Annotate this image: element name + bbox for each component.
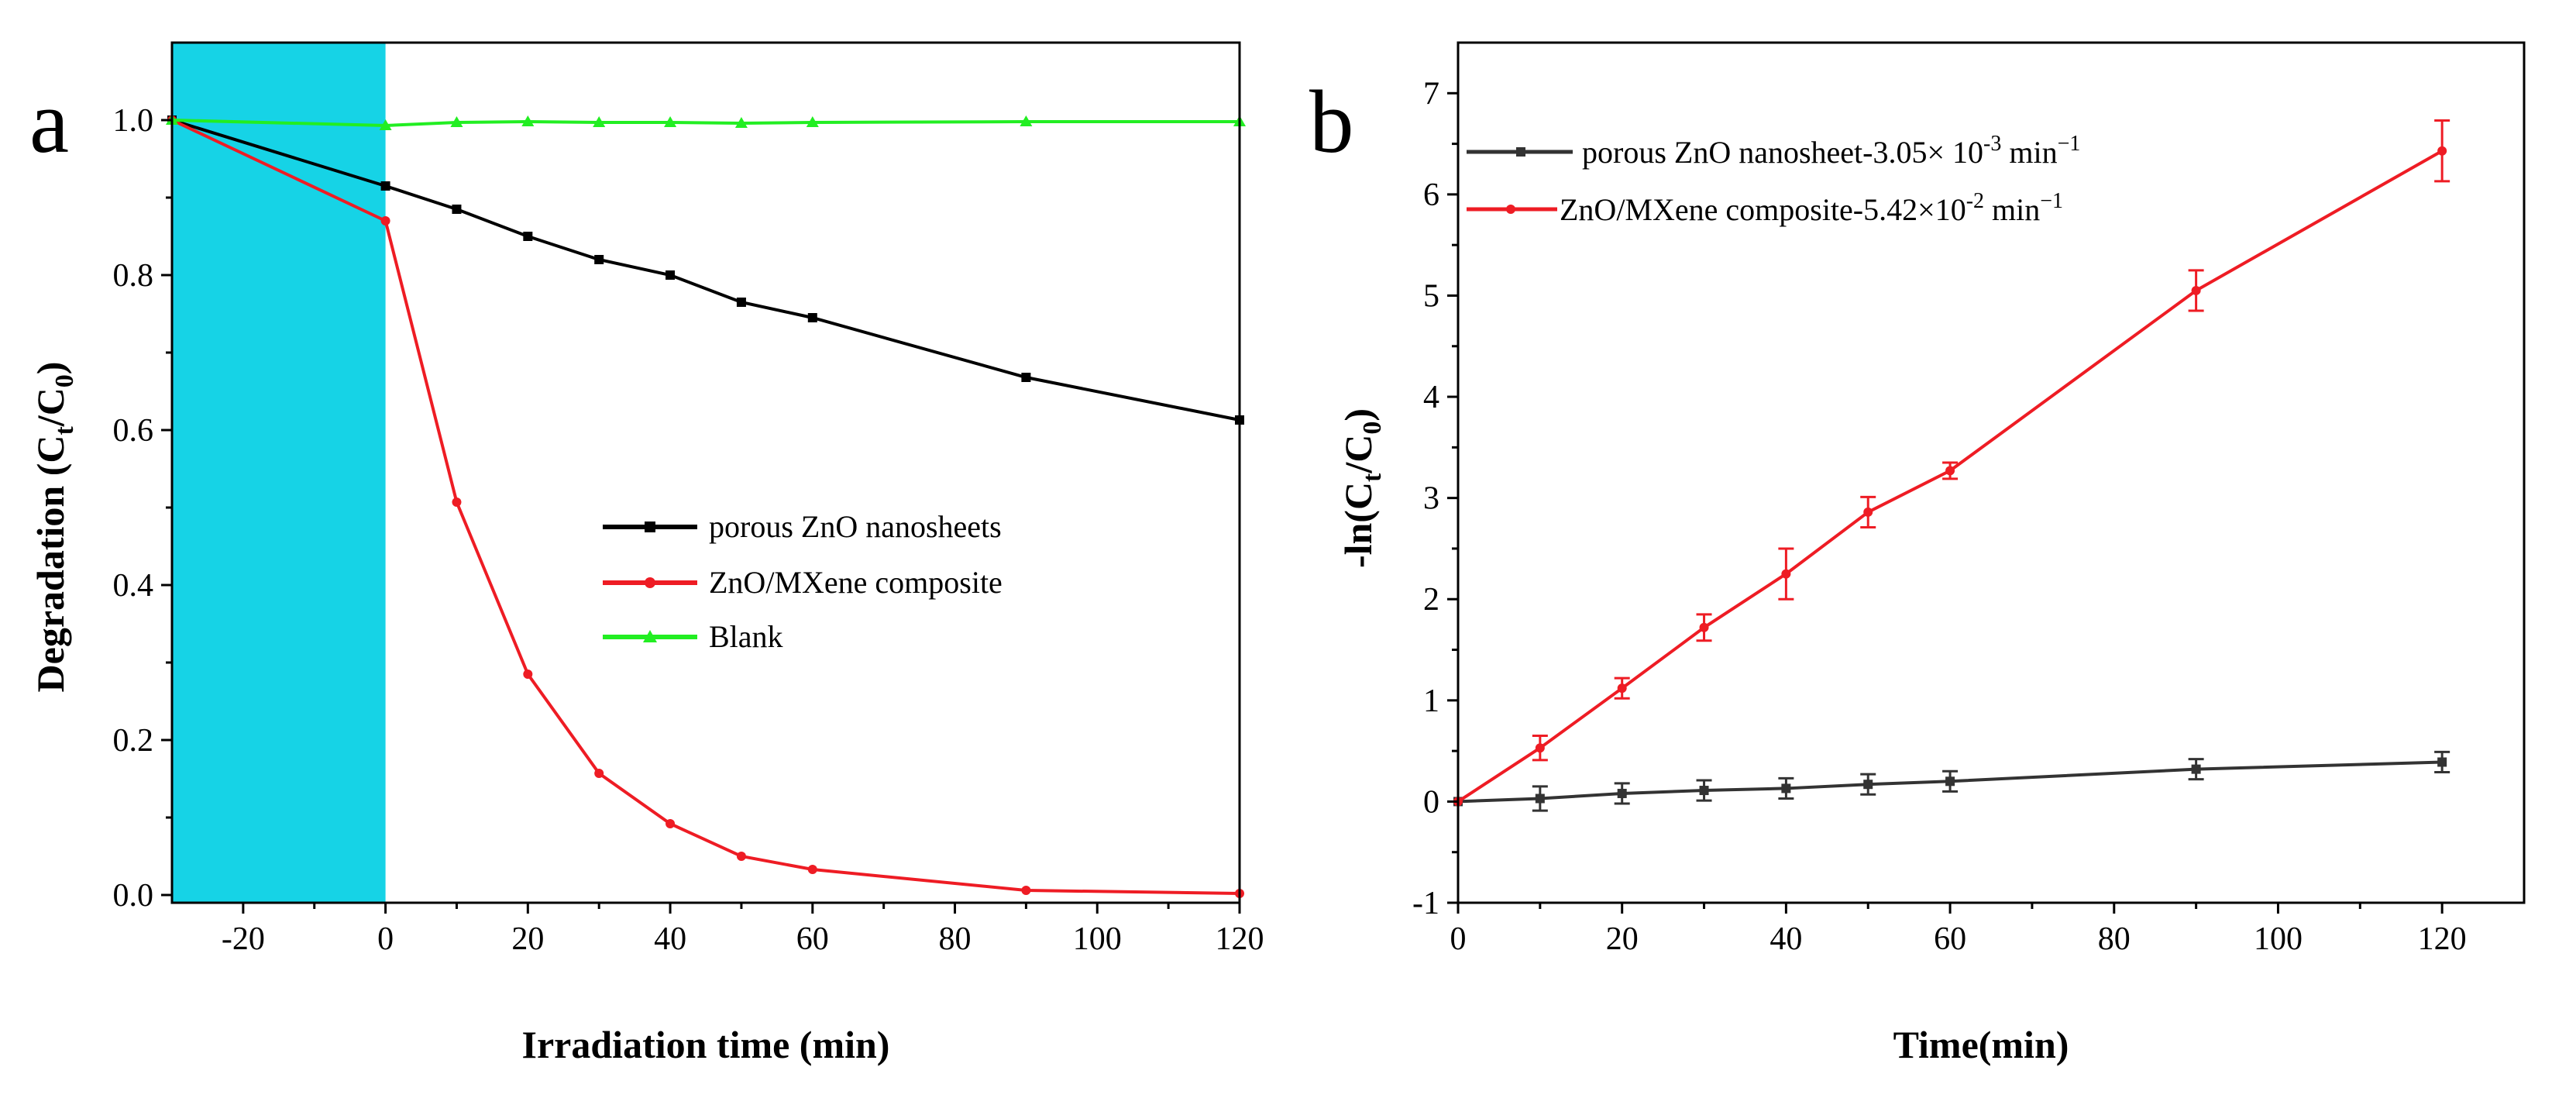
b-data-point — [1535, 793, 1545, 804]
b-x-tick-label: 60 — [1934, 921, 1966, 957]
b-x-tick-label: 20 — [1606, 921, 1639, 957]
a-x-tick-label: 0 — [377, 921, 394, 957]
a-data-point — [523, 670, 533, 679]
b-y-tick-label: 7 — [1423, 76, 1439, 112]
a-series-line-2 — [171, 119, 1240, 128]
panel-a-x-axis-title: Irradiation time (min) — [522, 1023, 890, 1066]
b-x-tick-label: 80 — [2098, 921, 2131, 957]
a-data-point — [1020, 115, 1033, 126]
b-x-tick-label: 40 — [1769, 921, 1802, 957]
a-x-tick-label: 80 — [939, 921, 972, 957]
b-data-point — [2191, 285, 2201, 295]
a-y-tick-label: 0.2 — [113, 723, 154, 759]
a-plot-frame — [170, 41, 1241, 904]
a-data-point — [380, 181, 390, 191]
a-data-point — [1021, 886, 1031, 895]
b-data-point — [2191, 764, 2201, 774]
a-data-point — [736, 298, 746, 307]
b-y-tick-label: 4 — [1423, 380, 1439, 415]
a-data-point — [594, 769, 604, 778]
b-data-point — [1863, 780, 1873, 790]
legend-label-blank: Blank — [709, 619, 783, 654]
legend-label-zno-rate: porous ZnO nanosheet-3.05× 10-3 min−1 — [1582, 132, 2080, 170]
a-series-line-1 — [171, 119, 1240, 895]
panel-a-chart: -20 0 20 40 60 80 100 120 0.0 0.2 0.4 0.6 0.8 1.0 a I… — [29, 41, 1264, 1066]
a-data-point — [806, 116, 819, 127]
a-data-point — [450, 116, 463, 127]
a-data-point — [594, 255, 604, 264]
a-series-line-0 — [171, 119, 1240, 422]
a-x-tick-label: 120 — [1216, 921, 1264, 957]
panel-b-chart: 0 20 40 60 80 100 120 -1 0 1 2 3 4 5 6 7 b Time(min) -l… — [1309, 41, 2526, 1066]
a-data-point — [593, 116, 606, 127]
panel-b-legend: porous ZnO nanosheet-3.05× 10-3 min−1 Zn… — [1467, 132, 2080, 227]
a-y-tick-label: 0.6 — [113, 413, 154, 449]
b-y-tick-label: 6 — [1423, 177, 1439, 213]
b-x-tick-label: 100 — [2254, 921, 2303, 957]
b-plot-frame — [1457, 41, 2526, 904]
a-data-point — [452, 205, 462, 214]
b-y-tick-label: 0 — [1423, 784, 1439, 820]
a-data-point — [1021, 373, 1031, 382]
a-data-point — [734, 117, 748, 128]
a-x-tick-label: 100 — [1073, 921, 1122, 957]
panel-b-letter: b — [1309, 73, 1354, 171]
b-data-point — [1945, 466, 1955, 476]
a-x-tick-label: 40 — [654, 921, 686, 957]
a-data-point — [379, 119, 392, 130]
b-data-point — [1617, 683, 1627, 694]
b-data-point — [1699, 622, 1709, 632]
b-data-point — [1699, 786, 1709, 796]
a-data-point — [665, 270, 676, 280]
b-y-tick-label: 1 — [1423, 683, 1439, 719]
b-data-point — [1863, 507, 1873, 517]
a-data-point — [521, 115, 535, 126]
a-y-tick-label: 0.0 — [113, 878, 154, 914]
b-y-tick-label: 5 — [1423, 278, 1439, 314]
b-data-point — [2437, 146, 2447, 156]
b-data-point — [1535, 743, 1545, 753]
b-data-point — [2437, 757, 2447, 767]
b-data-point — [1781, 569, 1791, 579]
a-y-tick-label: 0.4 — [113, 568, 154, 604]
b-data-point — [1945, 776, 1955, 787]
panel-a-legend: porous ZnO nanosheets ZnO/MXene composit… — [603, 509, 1003, 654]
b-x-tick-label: 0 — [1450, 921, 1467, 957]
panel-b-y-axis-title: -ln(Ct/C0) — [1336, 408, 1387, 568]
b-x-tick-label: 120 — [2418, 921, 2467, 957]
panel-a-y-axis-title: Degradation (Ct/C0) — [29, 362, 79, 693]
a-x-tick-label: 20 — [511, 921, 544, 957]
b-y-tick-label: -1 — [1412, 886, 1439, 921]
a-data-point — [664, 116, 677, 127]
a-data-point — [807, 865, 817, 874]
a-y-tick-label: 0.8 — [113, 258, 154, 294]
b-data-point — [1781, 783, 1791, 793]
a-y-tick-label: 1.0 — [113, 103, 154, 139]
b-data-point — [1617, 788, 1627, 798]
panel-b-x-axis-title: Time(min) — [1893, 1023, 2069, 1066]
a-data-point — [665, 819, 676, 828]
b-y-tick-label: 2 — [1423, 582, 1439, 618]
legend-label-mxene: ZnO/MXene composite — [709, 565, 1003, 600]
a-data-point — [452, 497, 462, 507]
legend-label-mxene-rate: ZnO/MXene composite-5.42×10-2 min−1 — [1560, 189, 2063, 227]
a-data-point — [380, 216, 390, 225]
a-x-tick-label: -20 — [222, 921, 265, 957]
a-x-tick-label: 60 — [796, 921, 829, 957]
panel-a-letter: a — [29, 73, 69, 171]
legend-label-zno: porous ZnO nanosheets — [709, 509, 1002, 544]
a-data-point — [523, 232, 533, 241]
dark-adsorption-region — [172, 43, 386, 903]
b-y-tick-label: 3 — [1423, 481, 1439, 517]
a-data-point — [807, 313, 817, 322]
a-data-point — [736, 852, 746, 861]
